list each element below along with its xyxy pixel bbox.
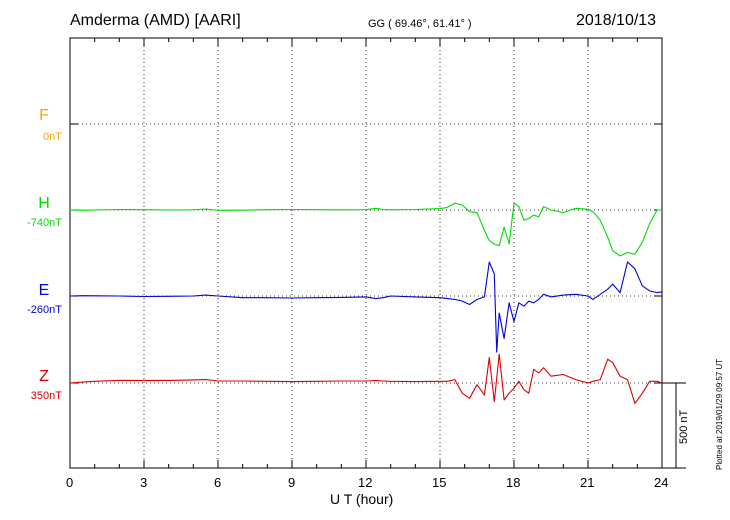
channel-f-label: F — [39, 107, 49, 124]
channel-z-baseline: 350nT — [30, 390, 62, 402]
axis-ticks — [69, 38, 663, 468]
x-tick-label-6: 6 — [214, 475, 222, 490]
x-axis-label: U T (hour) — [330, 491, 394, 507]
scale-bar-label: 500 nT — [678, 409, 690, 444]
date-label: 2018/10/13 — [576, 12, 657, 29]
x-tick-label-0: 0 — [66, 475, 74, 490]
station-title: Amderma (AMD) [AARI] — [70, 12, 241, 29]
trace-h — [69, 202, 662, 257]
channel-f-baseline: 0nT — [43, 131, 62, 143]
channel-e-baseline: -260nT — [27, 304, 62, 316]
x-tick-label-9: 9 — [288, 475, 296, 490]
x-tick-label-18: 18 — [506, 475, 521, 490]
channel-h-label: H — [38, 195, 50, 212]
scale-bar — [662, 382, 686, 469]
x-tick-label-15: 15 — [432, 475, 447, 490]
geo-coordinates: GG ( 69.46°, 61.41° ) — [368, 18, 472, 30]
x-tick-label-24: 24 — [654, 475, 669, 490]
trace-e — [69, 261, 663, 353]
x-tick-label-21: 21 — [580, 475, 595, 490]
plotted-timestamp: Plotted at 2019/01/29 09:57 UT — [715, 358, 724, 470]
x-tick-label-12: 12 — [358, 475, 373, 490]
channel-e-label: E — [38, 282, 50, 299]
channel-z-label: Z — [39, 368, 49, 385]
channel-h-baseline: -740nT — [27, 217, 62, 229]
traces — [69, 202, 663, 404]
x-tick-label-3: 3 — [140, 475, 148, 490]
trace-z — [69, 353, 663, 404]
grid-lines — [70, 38, 662, 468]
